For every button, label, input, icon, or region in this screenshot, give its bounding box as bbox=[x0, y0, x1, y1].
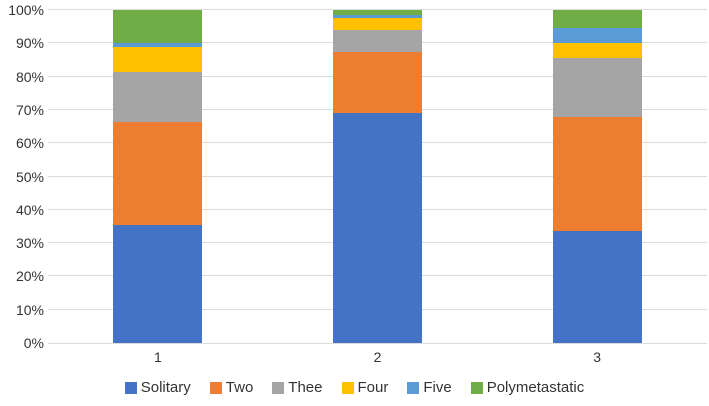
bar-segment-four-cat2 bbox=[333, 18, 422, 30]
legend-swatch-two bbox=[209, 381, 222, 394]
bar-category-2 bbox=[333, 10, 422, 343]
y-axis-label-0: 0% bbox=[23, 335, 44, 351]
legend-item-two: Two bbox=[209, 379, 254, 396]
legend-swatch-four bbox=[341, 381, 354, 394]
category-cell-1 bbox=[48, 10, 268, 343]
bar-segment-five-cat2 bbox=[333, 15, 422, 19]
gridline-0 bbox=[48, 343, 707, 344]
legend-swatch-five bbox=[407, 381, 420, 394]
legend-item-four: Four bbox=[341, 379, 389, 396]
legend-item-solitary: Solitary bbox=[124, 379, 191, 396]
legend-label-polymetastatic: Polymetastatic bbox=[486, 379, 585, 396]
bar-segment-solitary-cat2 bbox=[333, 113, 422, 343]
bar-segment-two-cat1 bbox=[113, 121, 203, 225]
category-cell-3 bbox=[487, 10, 707, 343]
legend-item-five: Five bbox=[407, 379, 452, 396]
legend-label-two: Two bbox=[225, 379, 254, 396]
bar-segment-polymetastatic-cat2 bbox=[333, 10, 422, 16]
x-axis-label-1: 1 bbox=[153, 349, 162, 365]
bar-segment-four-cat1 bbox=[113, 46, 203, 72]
legend-label-four: Four bbox=[357, 379, 389, 396]
legend-swatch-solitary bbox=[124, 381, 137, 394]
bar-segment-two-cat3 bbox=[552, 116, 642, 232]
y-axis-label-70: 70% bbox=[15, 101, 44, 118]
y-axis-label-50: 50% bbox=[15, 168, 44, 185]
legend-label-thee: Thee bbox=[288, 379, 323, 396]
legend-label-solitary: Solitary bbox=[140, 379, 191, 396]
y-axis-label-30: 30% bbox=[15, 235, 44, 252]
bar-segment-two-cat2 bbox=[333, 51, 422, 114]
y-axis: 0% 10% 20% 30% 40% 50% 60% 70% 80% 90% 100% bbox=[0, 0, 44, 406]
bar-segment-polymetastatic-cat1 bbox=[113, 10, 203, 44]
legend: Solitary Two Thee Four Five Polymetastatic bbox=[0, 379, 709, 396]
bar-segment-five-cat3 bbox=[552, 28, 642, 44]
bar-segment-solitary-cat3 bbox=[552, 231, 642, 343]
x-axis-label-3: 3 bbox=[593, 349, 602, 365]
bar-segment-thee-cat3 bbox=[552, 58, 642, 117]
gridline-100 bbox=[48, 9, 707, 10]
bars-row bbox=[48, 10, 707, 343]
y-axis-label-40: 40% bbox=[15, 201, 44, 218]
x-axis-label-2: 2 bbox=[373, 349, 382, 365]
bar-segment-five-cat1 bbox=[113, 43, 203, 47]
bar-segment-solitary-cat1 bbox=[113, 224, 203, 343]
x-axis: 1 2 3 bbox=[48, 348, 707, 366]
y-axis-label-20: 20% bbox=[15, 268, 44, 285]
y-axis-label-10: 10% bbox=[15, 301, 44, 318]
y-axis-label-80: 80% bbox=[15, 68, 44, 85]
y-axis-label-60: 60% bbox=[15, 135, 44, 152]
bar-segment-four-cat3 bbox=[552, 43, 642, 59]
bar-category-1 bbox=[113, 10, 203, 343]
y-axis-label-100: 100% bbox=[8, 2, 44, 18]
bar-segment-thee-cat1 bbox=[113, 71, 203, 122]
legend-swatch-thee bbox=[272, 381, 285, 394]
legend-label-five: Five bbox=[423, 379, 452, 396]
legend-swatch-polymetastatic bbox=[470, 381, 483, 394]
bar-segment-polymetastatic-cat3 bbox=[552, 10, 642, 29]
plot-area bbox=[48, 9, 707, 344]
bar-category-3 bbox=[552, 10, 642, 343]
legend-item-polymetastatic: Polymetastatic bbox=[470, 379, 585, 396]
legend-item-thee: Thee bbox=[272, 379, 323, 396]
category-cell-2 bbox=[268, 10, 488, 343]
y-axis-label-90: 90% bbox=[15, 35, 44, 52]
bar-segment-thee-cat2 bbox=[333, 30, 422, 52]
